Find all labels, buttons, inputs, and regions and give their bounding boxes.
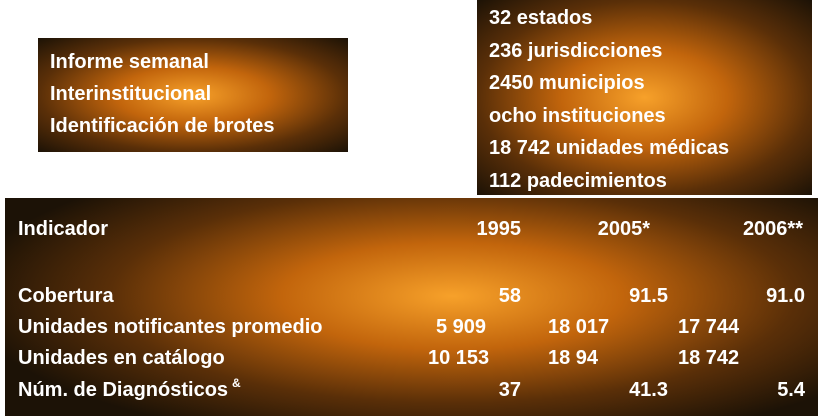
- header-cell: 2005*: [597, 218, 650, 240]
- coverage-line: 112 padecimientos: [489, 169, 667, 192]
- value-cell: 91.0: [766, 285, 805, 307]
- row-label: Unidades notificantes promedio: [18, 316, 323, 338]
- value-cell: 91.5: [629, 285, 668, 307]
- header-cell: 1995: [476, 218, 522, 240]
- summary-line: Interinstitucional: [50, 83, 212, 105]
- row-label: Cobertura: [18, 285, 114, 307]
- value-cell: 10 153: [428, 347, 490, 369]
- summary-line: Identificación de brotes: [50, 115, 275, 137]
- value-cell: 18 742: [678, 347, 740, 369]
- value-cell: 41.3: [629, 379, 668, 401]
- row-label: Unidades en catálogo: [18, 347, 225, 369]
- coverage-line: 236 jurisdicciones: [489, 39, 663, 62]
- row-label: Núm. de Diagnósticos &: [18, 376, 241, 401]
- header-cell: 2006**: [742, 218, 803, 240]
- value-cell: 17 744: [678, 316, 740, 338]
- coverage-box: [477, 0, 812, 195]
- value-cell: 18 017: [548, 316, 610, 338]
- coverage-line: ocho instituciones: [489, 104, 666, 127]
- value-cell: 37: [498, 379, 521, 401]
- coverage-line: 2450 municipios: [489, 72, 645, 94]
- indicator-table: [5, 198, 818, 416]
- summary-box: [38, 38, 348, 152]
- footnote-mark: &: [232, 376, 241, 390]
- value-cell: 5.4: [777, 379, 805, 401]
- value-cell: 5 909: [436, 316, 487, 338]
- summary-line: Informe semanal: [50, 51, 209, 73]
- value-cell: 18 94: [548, 347, 599, 369]
- coverage-line: 18 742 unidades médicas: [489, 137, 730, 159]
- header-cell: Indicador: [18, 218, 109, 240]
- coverage-line: 32 estados: [489, 7, 593, 29]
- value-cell: 58: [498, 285, 521, 307]
